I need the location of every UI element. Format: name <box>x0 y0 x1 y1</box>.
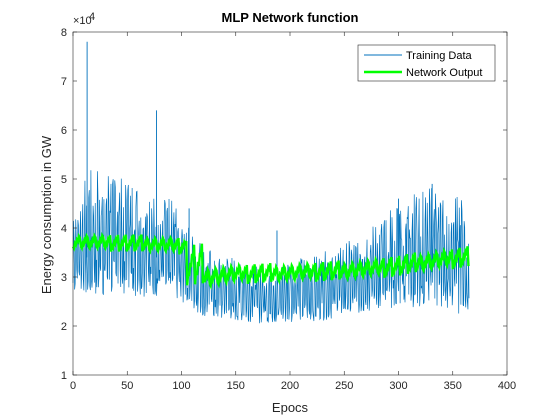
data-layer <box>71 41 470 324</box>
x-tick-label-400: 400 <box>498 380 516 392</box>
y-tick-label-1: 1 <box>61 370 67 382</box>
x-axis-label: Epocs <box>272 400 309 415</box>
legend: Training Data Network Output <box>357 44 496 82</box>
x-tick-label-300: 300 <box>389 380 407 392</box>
x-tick-label-350: 350 <box>444 380 462 392</box>
legend-box <box>357 44 496 82</box>
chart-title: MLP Network function <box>222 10 359 25</box>
legend-label-training: Training Data <box>406 50 473 62</box>
y-tick-label-5: 5 <box>61 174 67 186</box>
ticks-layer: 0 50 100 150 200 250 300 350 400 1 2 3 4 5 6 7 8 <box>61 27 516 392</box>
y-axis-label: Energy consumption in GW <box>39 135 54 294</box>
y-tick-label-2: 2 <box>61 321 67 333</box>
plot-area <box>73 32 507 375</box>
network-output-line <box>71 231 470 291</box>
y-tick-label-4: 4 <box>61 223 67 235</box>
x-tick-label-150: 150 <box>227 380 245 392</box>
y-tick-label-7: 7 <box>61 76 67 88</box>
y-tick-label-6: 6 <box>61 125 67 137</box>
x-tick-label-100: 100 <box>172 380 190 392</box>
x-tick-label-200: 200 <box>281 380 299 392</box>
x-tick-label-250: 250 <box>335 380 353 392</box>
y-exponent-power: 4 <box>89 11 95 23</box>
y-tick-label-3: 3 <box>61 272 67 284</box>
legend-label-output: Network Output <box>406 67 482 79</box>
y-exponent-base: ×10 <box>73 15 92 27</box>
x-tick-label-0: 0 <box>70 380 76 392</box>
y-tick-label-8: 8 <box>61 27 67 39</box>
x-tick-label-50: 50 <box>121 380 133 392</box>
